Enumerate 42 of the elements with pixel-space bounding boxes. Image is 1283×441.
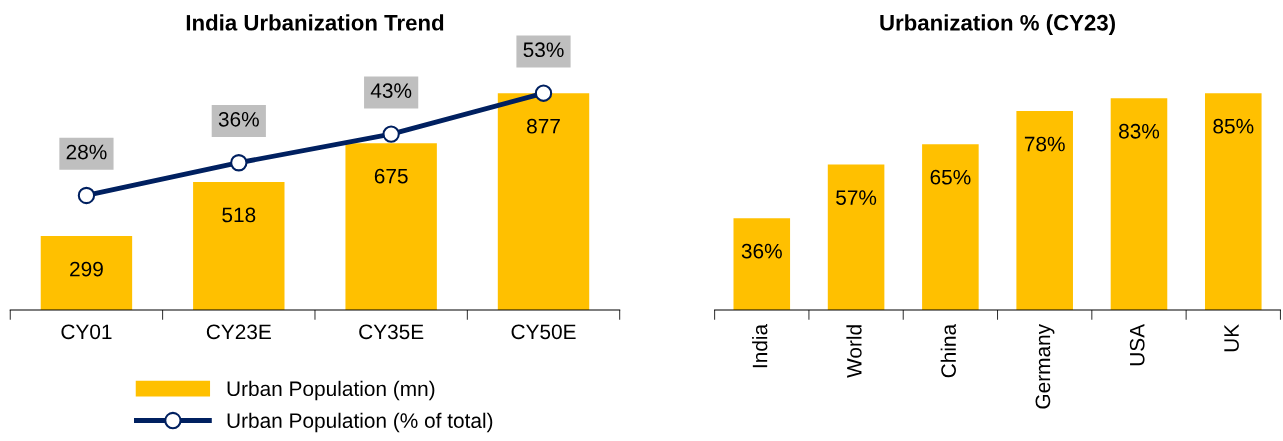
x-tick-label: CY35E <box>359 324 424 340</box>
legend-label: Urban Population (mn) <box>227 380 435 401</box>
bar <box>40 236 133 311</box>
point <box>77 186 96 205</box>
data-label: 36% <box>218 111 259 127</box>
x-tick-label: World <box>846 325 862 378</box>
data-label: 65% <box>930 169 971 185</box>
x-tick-label: CY23E <box>206 324 271 340</box>
x-tick-label: CY01 <box>61 324 112 340</box>
data-label: 36% <box>741 243 782 259</box>
bar <box>193 181 285 311</box>
chart-title: India Urbanization Trend <box>186 14 444 31</box>
data-label: 518 <box>222 207 256 223</box>
x-tick-label: USA <box>1129 323 1145 366</box>
data-label: 57% <box>836 190 877 205</box>
data-label: 877 <box>527 118 560 134</box>
data-label: 83% <box>1119 123 1160 139</box>
x-tick-label: India <box>752 323 768 368</box>
bar <box>497 93 590 311</box>
chart-title: Urbanization % (CY23) <box>880 14 1115 35</box>
x-tick-label: China <box>940 323 956 378</box>
bar <box>1204 93 1262 311</box>
bar <box>733 218 791 311</box>
bar <box>345 143 437 311</box>
point <box>230 154 248 172</box>
data-label: 53% <box>523 42 564 58</box>
x-tick-label: CY50E <box>511 324 576 340</box>
legend-label: Urban Population (% of total) <box>227 412 493 433</box>
x-tick-label: Germany <box>1035 323 1055 409</box>
point <box>382 125 400 143</box>
bar <box>827 164 885 311</box>
bar <box>922 144 979 311</box>
data-label: 43% <box>370 83 412 99</box>
x-tick-label: UK <box>1224 324 1239 352</box>
data-label: 28% <box>66 144 107 160</box>
bar <box>1016 111 1073 311</box>
data-label: 85% <box>1213 118 1254 134</box>
bar <box>1110 98 1168 311</box>
data-label: 78% <box>1024 136 1065 152</box>
data-label: 675 <box>374 168 408 184</box>
data-label: 299 <box>70 261 103 277</box>
point <box>534 84 553 102</box>
